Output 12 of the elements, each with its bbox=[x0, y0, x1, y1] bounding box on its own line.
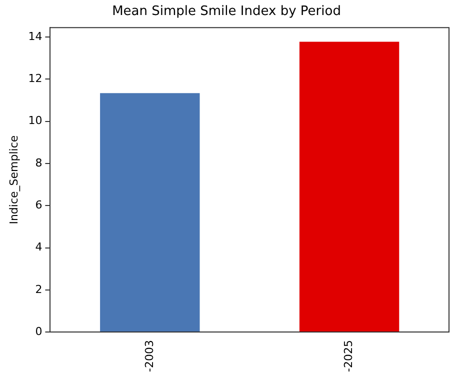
y-tick-label: 2 bbox=[35, 282, 42, 296]
x-tick-label: -2003 bbox=[142, 340, 156, 372]
y-tick-label: 6 bbox=[35, 198, 42, 212]
chart-title: Mean Simple Smile Index by Period bbox=[112, 4, 341, 20]
y-tick-label: 12 bbox=[28, 72, 42, 86]
y-tick-label: 0 bbox=[35, 324, 42, 338]
x-tick-label: -2025 bbox=[342, 340, 356, 372]
y-tick-label: 4 bbox=[35, 240, 42, 254]
y-axis-title: Indice_Semplice bbox=[7, 135, 20, 224]
y-tick-label: 8 bbox=[35, 156, 42, 170]
y-tick-label: 14 bbox=[28, 30, 42, 43]
y-tick-label: 10 bbox=[28, 114, 42, 128]
